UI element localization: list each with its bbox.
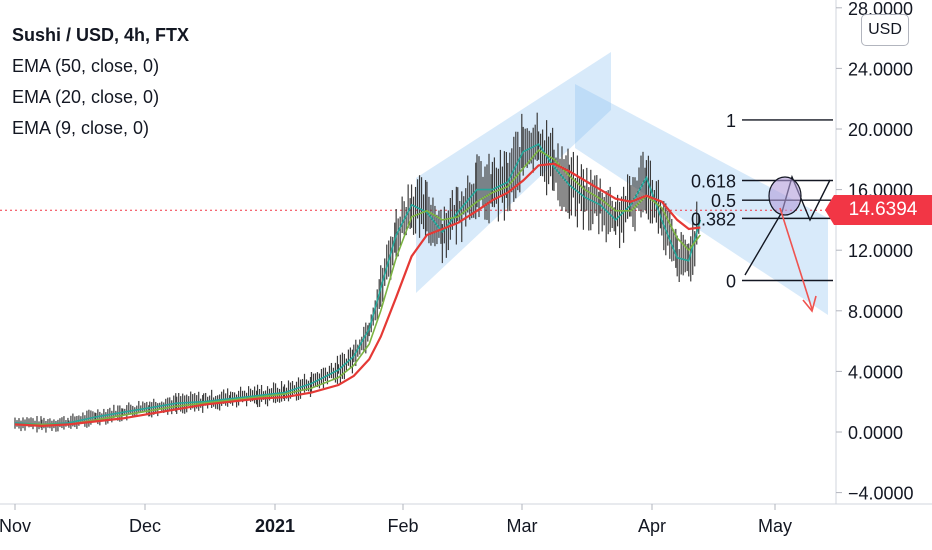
ema20-line [15,149,701,426]
y-tick-label: −4.0000 [848,484,914,504]
bearish-arrow-head [802,295,817,313]
bearish-arrow [779,207,813,310]
x-tick-label: May [758,516,792,536]
downtrend-channel [575,84,828,315]
ema9-line [14,143,702,426]
x-tick-label: Mar [507,516,538,536]
indicator-ema9[interactable]: EMA (9, close, 0) [12,118,150,138]
fib-level-label: 0.5 [711,191,736,211]
fib-level-label: 0.382 [691,209,736,229]
currency-button[interactable]: USD [861,14,909,46]
fib-level-label: 0 [726,272,736,292]
x-tick-label: 2021 [255,516,295,536]
reversal-zone-circle [768,176,802,216]
y-tick-label: 20.0000 [848,120,913,140]
last-price-label: 14.6394 [825,195,932,225]
x-tick-label: Dec [129,516,161,536]
fib-level-label: 0.618 [691,172,736,192]
y-tick-label: 12.0000 [848,241,913,261]
projection-path [744,174,831,276]
fib-level-label: 1 [726,111,736,131]
y-tick-label: 0.0000 [848,423,903,443]
x-tick-label: Apr [638,516,666,536]
y-tick-label: 8.0000 [848,302,903,322]
symbol-title[interactable]: Sushi / USD, 4h, FTX [12,25,190,45]
y-tick-label: 24.0000 [848,59,913,79]
chart-legend: Sushi / USD, 4h, FTX EMA (50, close, 0) … [12,20,189,144]
indicator-ema20[interactable]: EMA (20, close, 0) [12,87,160,107]
ema50-line [14,162,701,428]
x-tick-label: Feb [387,516,418,536]
indicator-ema50[interactable]: EMA (50, close, 0) [12,56,160,76]
x-tick-label: Nov [0,516,31,536]
y-tick-label: 4.0000 [848,362,903,382]
